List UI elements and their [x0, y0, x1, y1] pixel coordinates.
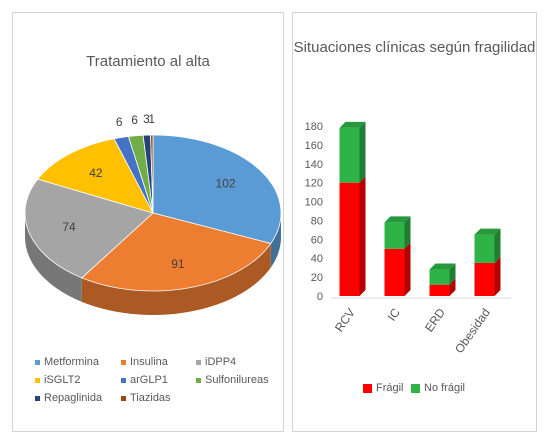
- y-tick-label: 180: [305, 121, 323, 133]
- pie-legend-idpp4: iDPP4: [196, 356, 236, 368]
- pie-slice-isglt2: [37, 138, 154, 214]
- legend-label: Repaglinida: [44, 392, 103, 404]
- pie-legend-repaglinida: Repaglinida: [35, 392, 102, 404]
- pie-label-insulina: 91: [171, 257, 185, 271]
- bar-chart-panel: Situaciones clínicas según fragilidad 0 2…: [292, 12, 537, 432]
- legend-marker: [121, 395, 126, 401]
- legend-label: Sulfonilureas: [205, 374, 269, 386]
- y-axis: 0 20 40 60 80 100 120 140 160 180: [305, 121, 323, 303]
- pie-side-walls: [25, 213, 281, 315]
- legend-label: Insulina: [130, 356, 168, 368]
- bar-ic-no-frágil: [384, 216, 411, 249]
- legend-label: iSGLT2: [44, 374, 81, 386]
- legend-marker: [411, 383, 420, 393]
- bar-ic-frágil: [384, 242, 411, 296]
- pie-label-idpp4: 74: [62, 220, 76, 234]
- bar-chart: 0 20 40 60 80 100 120 140 160 180 RCV IC ERD Obesidad: [305, 121, 511, 356]
- legend-label: Frágil: [376, 382, 404, 394]
- pie-legend-tiazidas: Tiazidas: [121, 392, 171, 404]
- y-tick-label: 80: [311, 215, 323, 227]
- pie-chart-panel: Tratamiento al alta 102 91 74 42 6 6 3 1 Metfor…: [12, 12, 284, 432]
- pie-label-repaglinida: 3: [143, 112, 150, 126]
- pie-chart-title: Tratamiento al alta: [86, 53, 210, 70]
- bar-legend-no-frágil: No frágil: [411, 382, 465, 394]
- legend-marker: [196, 377, 201, 383]
- x-tick-label-rcv: RCV: [332, 306, 358, 335]
- pie-slice-insulina: [81, 212, 272, 292]
- x-tick-label-erd: ERD: [422, 305, 448, 334]
- pie-legend-metformina: Metformina: [35, 356, 99, 368]
- bar-erd-no-frágil: [429, 263, 456, 285]
- pie-slice-tiazidas: [150, 134, 154, 214]
- y-tick-label: 20: [311, 272, 323, 284]
- bar-obesidad-frágil: [474, 256, 501, 296]
- pie-label-metformina: 102: [216, 177, 236, 191]
- pie-side-idpp4: [25, 213, 82, 302]
- pie-legend-sulfonilureas: Sulfonilureas: [196, 374, 269, 386]
- pie-label-sulfonilureas: 6: [131, 113, 138, 127]
- bar-chart-title: Situaciones clínicas según fragilidad: [293, 39, 536, 56]
- bar-rcv-frágil: [339, 176, 366, 296]
- legend-label: Tiazidas: [130, 392, 171, 404]
- bar-rcv-no-frágil: [339, 121, 366, 183]
- pie-slice-metformina: [152, 134, 282, 244]
- bars: [339, 121, 501, 296]
- pie-legend-isglt2: iSGLT2: [35, 374, 80, 386]
- x-tick-label-obesidad: Obesidad: [452, 306, 493, 356]
- legend-marker: [363, 383, 372, 393]
- pie-legend-arglp1: arGLP1: [121, 374, 168, 386]
- legend-marker: [35, 395, 40, 401]
- y-tick-label: 120: [305, 178, 323, 190]
- legend-marker: [121, 359, 126, 365]
- legend-label: arGLP1: [130, 374, 168, 386]
- legend-marker: [35, 377, 40, 383]
- legend-label: iDPP4: [205, 356, 237, 368]
- legend-label: Metformina: [44, 356, 100, 368]
- y-tick-label: 160: [305, 140, 323, 152]
- bar-erd-frágil: [429, 278, 456, 296]
- pie-slices: [24, 134, 282, 292]
- pie-side-metformina: [270, 213, 281, 268]
- legend-marker: [121, 377, 126, 383]
- legend-marker: [35, 359, 40, 365]
- legend-marker: [196, 359, 201, 365]
- bar-obesidad-no-frágil: [474, 228, 501, 263]
- pie-label-isglt2: 42: [89, 166, 103, 180]
- pie-label-tiazidas: 1: [148, 112, 155, 126]
- pie-label-arglp1: 6: [116, 115, 123, 129]
- y-tick-label: 40: [311, 253, 323, 265]
- legend-label: No frágil: [424, 382, 465, 394]
- bar-legend-frágil: Frágil: [363, 382, 404, 394]
- y-tick-label: 140: [305, 159, 323, 171]
- pie-side-insulina: [81, 243, 271, 315]
- pie-legend-insulina: Insulina: [121, 356, 168, 368]
- x-tick-label-ic: IC: [385, 305, 404, 323]
- y-tick-label: 100: [305, 197, 323, 209]
- y-tick-label: 0: [317, 291, 323, 303]
- y-tick-label: 60: [311, 234, 323, 246]
